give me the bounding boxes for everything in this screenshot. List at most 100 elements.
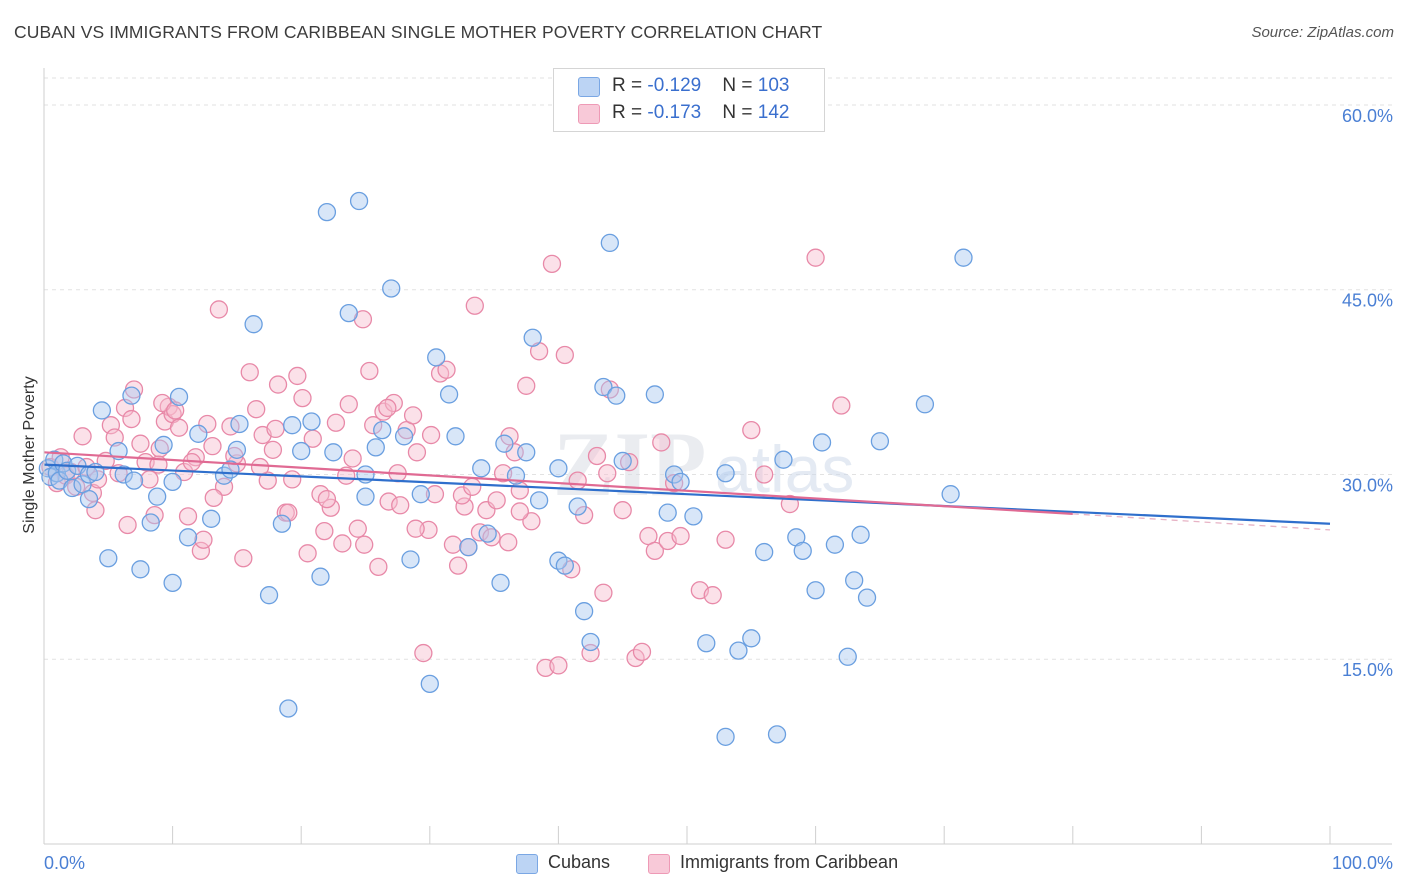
cuban-point — [109, 441, 128, 461]
caribbean-point — [191, 541, 211, 560]
caribbean-point — [317, 489, 337, 509]
caribbean-point — [131, 434, 150, 453]
cuban-point — [169, 387, 189, 407]
cuban-point — [645, 385, 664, 404]
x-tick-label: 100.0% — [1332, 853, 1393, 873]
caribbean-point — [455, 497, 474, 516]
bottom-legend-swatch-caribbean — [648, 854, 670, 874]
cuban-point — [793, 541, 812, 560]
y-tick-label: 15.0% — [1342, 660, 1393, 680]
caribbean-point — [378, 398, 397, 418]
legend-n-label: N = — [722, 102, 758, 123]
cuban-point — [227, 440, 247, 459]
cuban-point — [302, 412, 321, 431]
caribbean-point — [463, 477, 482, 496]
legend-n-value: 142 — [757, 102, 790, 123]
caribbean-point — [443, 535, 463, 554]
cuban-point — [774, 450, 793, 469]
cuban-point — [613, 451, 632, 471]
cuban-point — [716, 727, 735, 746]
watermark: ZIP atlas — [553, 413, 854, 515]
cuban-point — [366, 438, 385, 457]
cuban-point — [178, 528, 198, 547]
cuban-point — [697, 634, 716, 653]
caribbean-point — [406, 519, 425, 538]
caribbean-point — [263, 440, 283, 459]
cuban-point — [141, 513, 160, 532]
y-axis-label: Single Mother Poverty — [21, 376, 38, 533]
caribbean-point — [266, 419, 285, 439]
cuban-point — [581, 632, 600, 652]
cuban-point — [272, 514, 292, 533]
cuban-point — [716, 464, 735, 483]
caribbean-point — [343, 449, 362, 468]
caribbean-point — [499, 533, 518, 552]
caribbean-point — [250, 457, 270, 477]
cuban-point — [555, 556, 574, 575]
cuban-trend-line — [43, 463, 1331, 525]
caribbean-point — [587, 446, 607, 466]
cuban-point — [427, 348, 446, 367]
cuban-point — [568, 497, 587, 516]
legend-swatch-cubans — [578, 77, 600, 97]
caribbean-point — [652, 433, 671, 452]
caribbean-point — [339, 395, 358, 414]
cuban-point — [812, 433, 832, 452]
caribbean-point — [568, 471, 587, 490]
bottom-legend-swatch-cubans — [516, 854, 538, 874]
caribbean-point — [355, 535, 374, 554]
caribbean-point — [832, 396, 851, 415]
cuban-point — [729, 641, 748, 660]
caribbean-point — [326, 413, 346, 432]
cuban-point — [607, 386, 626, 405]
cuban-point — [459, 537, 478, 557]
caribbean-point — [407, 443, 427, 462]
caribbean-point — [645, 541, 664, 560]
caribbean-point — [209, 300, 229, 319]
caribbean-point — [755, 465, 774, 484]
caribbean-point — [240, 363, 259, 382]
cuban-point — [806, 581, 825, 600]
caribbean-point — [414, 643, 433, 663]
cuban-point — [664, 465, 684, 484]
chart-title: CUBAN VS IMMIGRANTS FROM CARIBBEAN SINGL… — [14, 22, 823, 42]
cuban-point — [99, 549, 118, 568]
caribbean-point — [549, 656, 568, 675]
legend: R = -0.129 N = 103 R = -0.173 N = 142 — [553, 68, 825, 132]
cuban-point — [131, 560, 150, 579]
caribbean-point — [437, 360, 456, 379]
caribbean-point — [425, 485, 445, 504]
cuban-point — [523, 328, 542, 347]
caribbean-point — [73, 427, 92, 446]
caribbean-trend-extension — [1072, 513, 1331, 531]
cuban-point — [472, 459, 491, 478]
cuban-point — [671, 472, 690, 492]
cuban-point — [311, 567, 330, 586]
cuban-point — [517, 443, 536, 462]
cuban-point — [594, 377, 613, 397]
cuban-point — [163, 472, 182, 492]
caribbean-point — [619, 453, 639, 472]
caribbean-point — [613, 501, 632, 520]
caribbean-point — [283, 470, 302, 489]
cuban-point — [915, 395, 935, 414]
caribbean-point — [379, 492, 398, 511]
cuban-point — [941, 485, 960, 504]
cuban-point — [356, 487, 375, 506]
caribbean-point — [806, 248, 825, 267]
cuban-point — [230, 414, 249, 434]
caribbean-point — [288, 366, 307, 386]
cuban-point — [202, 509, 221, 528]
caribbean-trend-line — [43, 451, 1073, 515]
caribbean-point — [517, 376, 536, 395]
caribbean-point — [140, 470, 159, 489]
caribbean-point — [542, 254, 562, 273]
legend-r-label: R = — [612, 102, 648, 123]
cuban-point — [491, 573, 510, 593]
caribbean-point — [166, 401, 185, 420]
cuban-point — [401, 550, 420, 569]
legend-r-value: -0.129 — [647, 75, 702, 96]
cuban-point — [851, 525, 870, 544]
caribbean-point — [315, 521, 334, 541]
